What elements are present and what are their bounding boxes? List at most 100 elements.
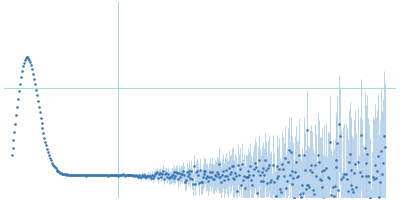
Point — [276, 168, 282, 171]
Point — [255, 170, 261, 173]
Point — [379, 173, 386, 176]
Point — [73, 174, 79, 177]
Point — [343, 172, 349, 175]
Point — [268, 179, 274, 182]
Point — [322, 199, 328, 200]
Point — [102, 174, 108, 177]
Point — [186, 173, 193, 176]
Point — [291, 196, 298, 199]
Point — [45, 151, 51, 154]
Point — [17, 82, 23, 85]
Point — [319, 186, 326, 189]
Point — [83, 173, 90, 177]
Point — [229, 165, 236, 168]
Point — [175, 178, 182, 181]
Point — [155, 172, 162, 175]
Point — [80, 174, 86, 177]
Point — [74, 173, 80, 177]
Point — [205, 180, 212, 183]
Point — [167, 176, 173, 179]
Point — [50, 165, 57, 168]
Point — [290, 176, 297, 179]
Point — [12, 122, 18, 125]
Point — [303, 183, 310, 186]
Point — [156, 171, 163, 174]
Point — [217, 175, 224, 178]
Point — [309, 170, 315, 173]
Point — [364, 152, 370, 155]
Point — [193, 171, 199, 174]
Point — [118, 174, 124, 177]
Point — [348, 169, 355, 172]
Point — [154, 177, 161, 180]
Point — [66, 173, 73, 177]
Point — [374, 154, 381, 157]
Point — [144, 174, 150, 178]
Point — [115, 174, 122, 177]
Point — [47, 156, 53, 160]
Point — [226, 173, 233, 176]
Point — [126, 173, 132, 176]
Point — [302, 187, 309, 190]
Point — [136, 174, 142, 177]
Point — [365, 175, 372, 178]
Point — [286, 149, 292, 152]
Point — [148, 176, 154, 179]
Point — [10, 139, 17, 142]
Point — [264, 182, 270, 185]
Point — [103, 174, 109, 177]
Point — [166, 176, 172, 180]
Point — [298, 196, 304, 199]
Point — [344, 178, 350, 181]
Point — [351, 172, 358, 175]
Point — [308, 163, 314, 167]
Point — [231, 178, 238, 181]
Point — [246, 173, 253, 176]
Point — [349, 188, 356, 191]
Point — [135, 175, 141, 179]
Point — [32, 83, 38, 86]
Point — [20, 65, 26, 68]
Point — [380, 161, 386, 164]
Point — [116, 174, 122, 177]
Point — [299, 183, 305, 187]
Point — [212, 175, 219, 178]
Point — [67, 173, 74, 176]
Point — [237, 167, 243, 171]
Point — [282, 157, 288, 160]
Point — [124, 174, 131, 177]
Point — [36, 111, 43, 114]
Point — [358, 134, 364, 137]
Point — [9, 146, 16, 150]
Point — [106, 173, 112, 177]
Point — [39, 127, 46, 130]
Point — [288, 151, 294, 154]
Point — [325, 175, 331, 179]
Point — [22, 56, 29, 59]
Point — [26, 58, 32, 61]
Point — [275, 175, 282, 178]
Point — [14, 105, 20, 109]
Point — [353, 186, 359, 189]
Point — [70, 174, 76, 177]
Point — [300, 192, 306, 195]
Point — [228, 165, 235, 168]
Point — [137, 175, 143, 178]
Point — [204, 175, 210, 178]
Point — [82, 174, 89, 177]
Point — [239, 163, 245, 166]
Point — [295, 175, 301, 178]
Point — [288, 182, 295, 185]
Point — [194, 169, 200, 173]
Point — [330, 195, 337, 198]
Point — [62, 173, 68, 176]
Point — [114, 173, 120, 177]
Point — [99, 173, 106, 177]
Point — [358, 174, 365, 177]
Point — [34, 99, 41, 103]
Point — [207, 170, 213, 173]
Point — [48, 159, 54, 162]
Point — [28, 64, 34, 67]
Point — [176, 171, 182, 175]
Point — [208, 175, 214, 179]
